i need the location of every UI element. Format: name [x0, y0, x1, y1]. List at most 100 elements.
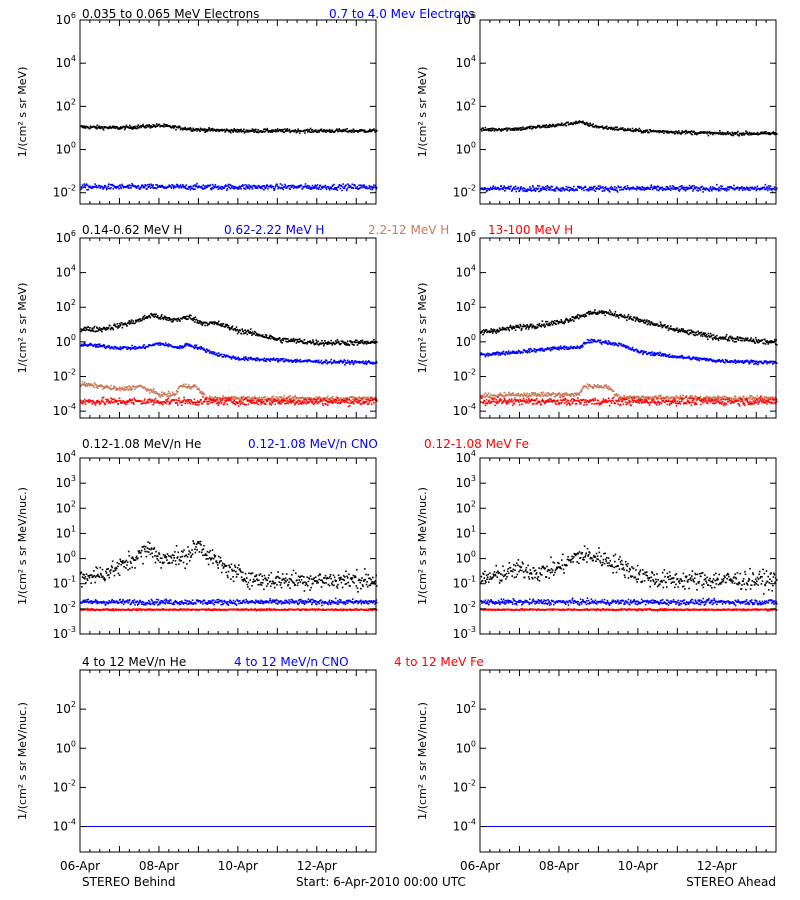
- data-point: [667, 329, 670, 332]
- data-point: [264, 395, 267, 398]
- data-point: [154, 392, 156, 395]
- data-point: [337, 360, 340, 363]
- data-point: [515, 129, 518, 131]
- data-point: [253, 185, 256, 188]
- data-point: [364, 341, 367, 344]
- data-point: [334, 188, 336, 191]
- data-point: [624, 128, 626, 130]
- data-point: [238, 331, 240, 333]
- data-point: [690, 186, 693, 188]
- data-point: [283, 186, 286, 188]
- data-point: [372, 186, 375, 188]
- data-point: [204, 131, 206, 133]
- data-point: [206, 400, 208, 403]
- data-point: [162, 186, 165, 188]
- data-point: [208, 395, 211, 398]
- data-point: [202, 396, 204, 398]
- data-point: [226, 128, 228, 130]
- data-point: [331, 344, 334, 346]
- data-point: [176, 185, 178, 187]
- data-point: [636, 185, 638, 188]
- data-point: [266, 399, 269, 401]
- data-point: [531, 326, 534, 328]
- data-point: [332, 362, 334, 364]
- data-point: [517, 186, 520, 189]
- data-point: [97, 126, 100, 128]
- data-point: [298, 341, 300, 343]
- data-point: [747, 187, 750, 190]
- data-point: [741, 134, 743, 136]
- data-point: [265, 129, 268, 131]
- data-point: [280, 130, 282, 133]
- data-point: [256, 334, 259, 337]
- data-point: [356, 344, 359, 346]
- data-point: [771, 188, 773, 190]
- data-point: [606, 187, 609, 190]
- data-point: [131, 344, 133, 347]
- data-point: [615, 187, 618, 189]
- data-point: [240, 188, 242, 190]
- data-point: [269, 402, 271, 404]
- data-point: [575, 120, 577, 123]
- data-point: [551, 320, 553, 323]
- data-point: [764, 188, 766, 191]
- data-point: [307, 402, 309, 404]
- data-point: [280, 339, 283, 341]
- data-point: [670, 327, 673, 330]
- data-point: [161, 401, 164, 403]
- data-point: [345, 398, 348, 400]
- data-point: [268, 337, 270, 340]
- data-point: [686, 187, 689, 190]
- data-point: [569, 186, 572, 189]
- legend-h-13: 13-100 MeV H: [488, 223, 573, 237]
- data-point: [736, 336, 739, 338]
- data-point: [149, 392, 151, 394]
- legend-h-0-14: 0.14-0.62 MeV H: [82, 223, 182, 237]
- data-point: [82, 400, 84, 402]
- data-point: [209, 184, 212, 186]
- data-point: [170, 400, 173, 403]
- data-point: [174, 125, 177, 127]
- data-point: [355, 341, 358, 344]
- data-point: [612, 128, 614, 131]
- data-point: [535, 187, 538, 190]
- data-point: [372, 363, 374, 365]
- data-point: [492, 330, 495, 332]
- data-point: [325, 359, 328, 362]
- data-point: [630, 315, 632, 318]
- data-point: [348, 184, 350, 187]
- data-point: [195, 344, 198, 347]
- data-point: [490, 330, 493, 333]
- data-point: [324, 186, 326, 188]
- data-point: [202, 391, 204, 394]
- data-point: [767, 132, 769, 134]
- data-point: [330, 187, 332, 189]
- data-point: [312, 341, 315, 343]
- data-point: [104, 346, 106, 348]
- data-point: [626, 129, 629, 132]
- data-point: [724, 336, 726, 339]
- data-point: [256, 399, 259, 401]
- data-point: [541, 188, 543, 190]
- data-point: [200, 185, 203, 188]
- data-point: [265, 336, 267, 338]
- data-point: [84, 403, 87, 405]
- data-point: [293, 399, 295, 401]
- data-point: [276, 396, 278, 399]
- data-point: [149, 398, 151, 400]
- data-point: [539, 190, 541, 192]
- data-point: [358, 360, 360, 363]
- data-point: [373, 338, 375, 341]
- data-point: [210, 321, 213, 323]
- data-point: [295, 186, 298, 188]
- data-point: [111, 327, 114, 330]
- data-point: [763, 186, 766, 189]
- data-point: [283, 400, 285, 402]
- data-point: [298, 360, 300, 362]
- data-point: [150, 183, 152, 186]
- data-point: [332, 401, 335, 404]
- data-point: [535, 327, 538, 329]
- data-point: [774, 338, 776, 341]
- data-point: [571, 189, 574, 191]
- data-point: [350, 131, 353, 133]
